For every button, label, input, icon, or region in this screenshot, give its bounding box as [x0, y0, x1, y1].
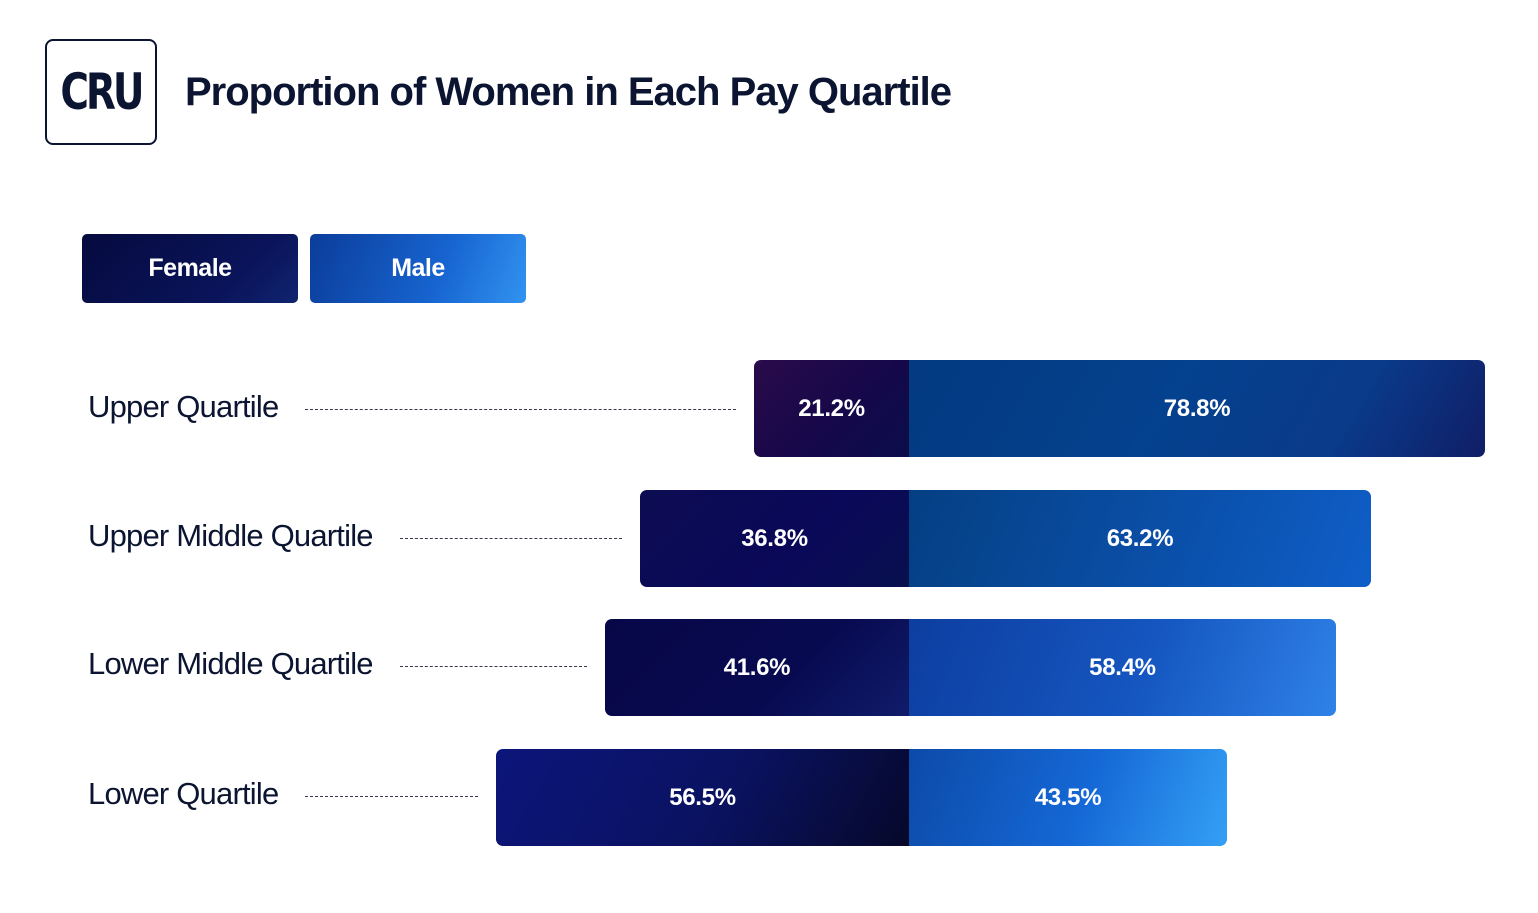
bar-male-lower-quartile: 43.5% [909, 749, 1227, 846]
leader-line [305, 409, 737, 410]
row-label-lower-middle-quartile: Lower Middle Quartile [88, 646, 374, 681]
row-label-upper-quartile: Upper Quartile [88, 389, 279, 424]
bar-female-lower-middle-quartile: 41.6% [604, 619, 909, 716]
bar-female-lower-quartile: 56.5% [495, 749, 909, 846]
bar-male-upper-quartile: 78.8% [909, 360, 1486, 457]
logo-text: CRU [60, 63, 145, 121]
leader-line [305, 796, 478, 797]
leader-line [399, 666, 587, 667]
bar-female-upper-middle-quartile: 36.8% [639, 490, 909, 587]
leader-line [399, 538, 622, 539]
cru-logo: CRU [45, 39, 157, 145]
chart-title: Proportion of Women in Each Pay Quartile [185, 70, 952, 114]
bar-female-upper-quartile: 21.2% [754, 360, 909, 457]
row-label-lower-quartile: Lower Quartile [88, 776, 279, 811]
bar-male-lower-middle-quartile: 58.4% [909, 619, 1336, 716]
legend-male[interactable]: Male [310, 234, 526, 303]
bar-male-upper-middle-quartile: 63.2% [909, 490, 1371, 587]
row-label-upper-middle-quartile: Upper Middle Quartile [88, 518, 374, 553]
legend-female[interactable]: Female [82, 234, 298, 303]
